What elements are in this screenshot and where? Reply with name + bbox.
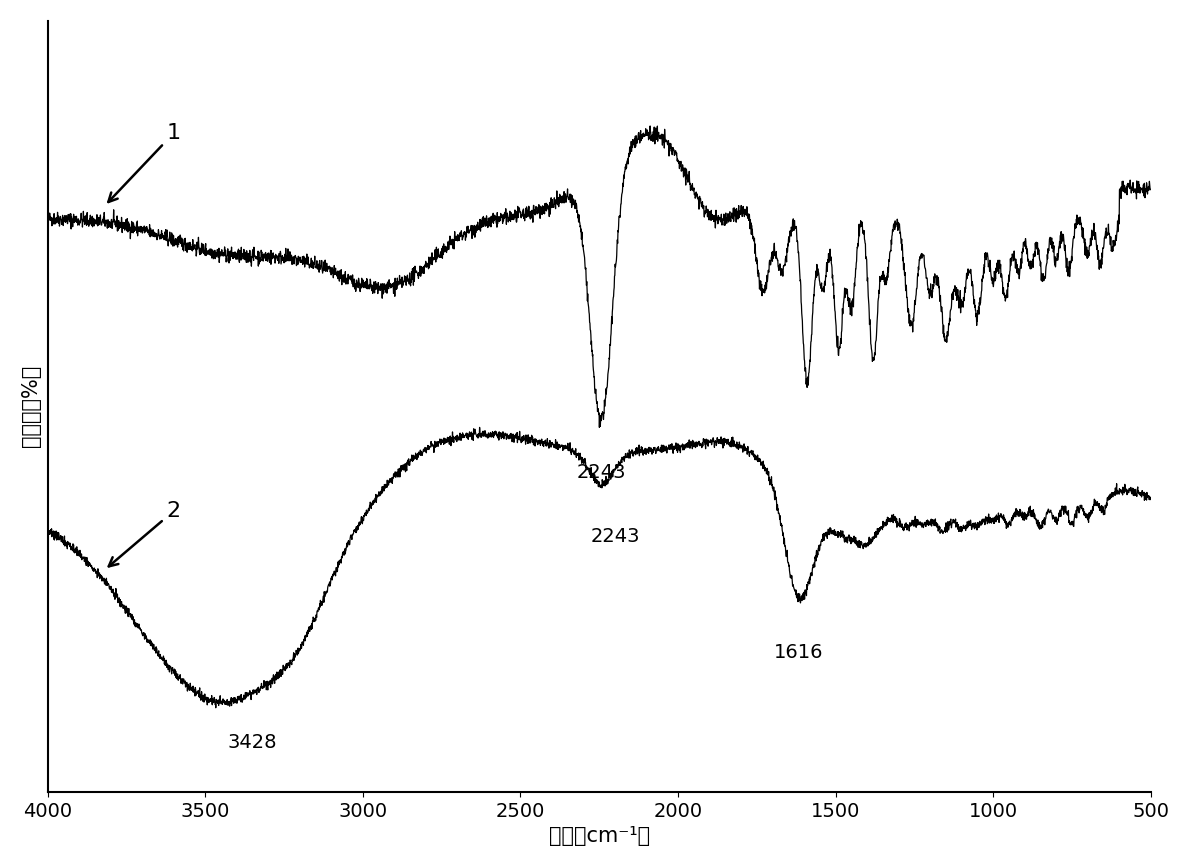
- Text: 3428: 3428: [227, 733, 277, 753]
- Text: 2: 2: [108, 501, 181, 566]
- Text: 2243: 2243: [590, 527, 640, 546]
- Y-axis label: 透过率（%）: 透过率（%）: [21, 365, 40, 447]
- Text: 1: 1: [108, 123, 181, 202]
- Text: 1616: 1616: [775, 642, 823, 662]
- X-axis label: 波数（cm⁻¹）: 波数（cm⁻¹）: [549, 826, 650, 846]
- Text: 2243: 2243: [577, 463, 626, 482]
